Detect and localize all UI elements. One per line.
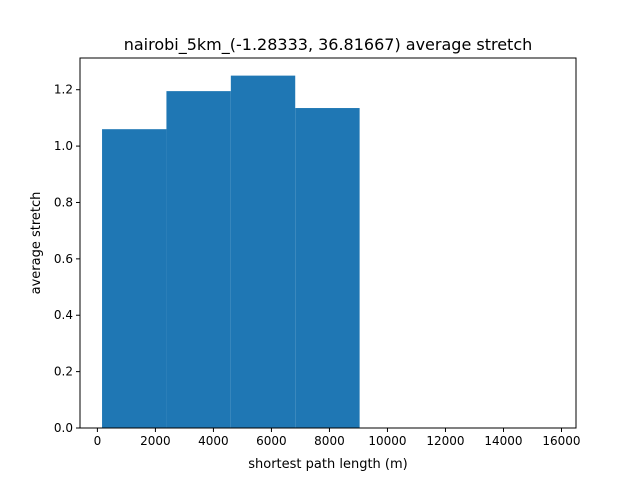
bar-1 — [102, 129, 167, 428]
y-tick-label: 1.0 — [54, 139, 73, 153]
y-tick-label: 0.6 — [54, 252, 73, 266]
y-tick-label: 0.0 — [54, 421, 73, 435]
y-tick-label: 0.4 — [54, 308, 73, 322]
y-tick-label: 1.2 — [54, 83, 73, 97]
y-tick-label: 0.2 — [54, 365, 73, 379]
bars-group — [102, 75, 360, 429]
x-tick-label: 10000 — [368, 434, 406, 448]
x-tick-label: 12000 — [426, 434, 464, 448]
x-tick-label: 2000 — [140, 434, 171, 448]
x-tick-label: 16000 — [542, 434, 580, 448]
x-tick-label: 0 — [94, 434, 102, 448]
x-tick-label: 8000 — [314, 434, 345, 448]
x-axis-ticks: 0 2000 4000 6000 8000 10000 12000 14000 16000 — [94, 428, 581, 448]
x-axis-label: shortest path length (m) — [248, 457, 407, 472]
y-tick-label: 0.8 — [54, 195, 73, 209]
x-tick-label: 14000 — [484, 434, 522, 448]
x-tick-label: 6000 — [256, 434, 287, 448]
bar-2 — [166, 91, 231, 428]
x-tick-label: 4000 — [198, 434, 229, 448]
chart-title: nairobi_5km_(-1.28333, 36.81667) average… — [124, 35, 533, 55]
y-axis-label: average stretch — [29, 192, 44, 295]
axes-frame — [79, 57, 577, 429]
bar-4 — [295, 108, 360, 429]
y-axis-ticks: 0.0 0.2 0.4 0.6 0.8 1.0 1.2 — [54, 83, 80, 435]
bar-3 — [230, 75, 296, 428]
